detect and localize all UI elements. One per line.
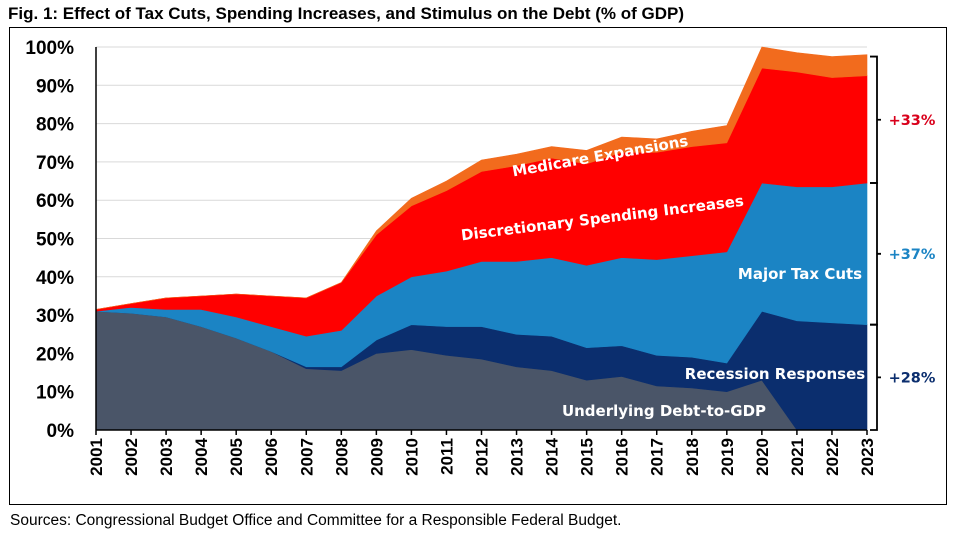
x-tick-label: 2009 bbox=[367, 438, 386, 476]
x-tick-label: 2004 bbox=[192, 437, 211, 475]
chart-source: Sources: Congressional Budget Office and… bbox=[10, 512, 622, 529]
y-tick-label: 80% bbox=[36, 115, 74, 136]
series-label-recession: Recession Responses bbox=[685, 365, 865, 383]
y-tick-label: 40% bbox=[36, 268, 74, 289]
y-tick-label: 0% bbox=[47, 421, 75, 442]
series-label-tax-cuts: Major Tax Cuts bbox=[738, 265, 862, 283]
x-tick-label: 2015 bbox=[578, 438, 597, 476]
x-tick-label: 2001 bbox=[87, 438, 106, 476]
x-tick-label: 2008 bbox=[332, 438, 351, 476]
x-tick-label: 2019 bbox=[718, 438, 737, 476]
y-tick-labels: 0% 10% 20% 30% 40% 50% 60% 70% 80% 90% 100% bbox=[25, 38, 74, 442]
x-tick-label: 2007 bbox=[297, 438, 316, 476]
x-tick-label: 2020 bbox=[753, 438, 772, 476]
x-tick-label: 2023 bbox=[858, 438, 877, 476]
bracket-3: +28% bbox=[870, 323, 936, 431]
x-tick-label: 2003 bbox=[157, 438, 176, 476]
area-medicare-expansions bbox=[95, 46, 868, 310]
chart-title: Fig. 1: Effect of Tax Cuts, Spending Inc… bbox=[8, 4, 684, 23]
y-tick-label: 60% bbox=[36, 191, 74, 212]
x-tick-label: 2002 bbox=[122, 438, 141, 476]
bracket-1: +33% bbox=[870, 55, 936, 184]
y-tick-label: 10% bbox=[36, 383, 74, 404]
x-tick-label: 2014 bbox=[543, 437, 562, 475]
bracket-line bbox=[870, 182, 881, 326]
x-tick-label: 2010 bbox=[402, 438, 421, 476]
bracket-label: +28% bbox=[889, 370, 936, 386]
bracket-line bbox=[870, 55, 881, 184]
bracket-label: +37% bbox=[889, 247, 936, 263]
x-tick-label: 2017 bbox=[648, 438, 667, 476]
y-tick-label: 30% bbox=[36, 306, 74, 327]
y-tick-label: 90% bbox=[36, 76, 74, 97]
y-tick-label: 70% bbox=[36, 153, 74, 174]
chart-frame bbox=[9, 27, 947, 505]
bracket-line bbox=[870, 323, 881, 431]
bracket-label: +33% bbox=[889, 113, 936, 129]
y-tick-label: 100% bbox=[25, 38, 74, 59]
series-areas bbox=[95, 46, 868, 431]
axes bbox=[95, 47, 868, 435]
x-tick-label: 2018 bbox=[683, 438, 702, 476]
x-tick-label: 2011 bbox=[437, 438, 456, 475]
x-tick-label: 2012 bbox=[473, 438, 492, 476]
x-tick-label: 2021 bbox=[788, 438, 807, 476]
brackets: +33% +37% +28% bbox=[870, 55, 936, 431]
x-tick-label: 2013 bbox=[508, 438, 527, 476]
x-tick-labels: 2001 2002 2003 2004 2005 2006 2007 2008 2009 2010… bbox=[87, 437, 877, 475]
x-tick-label: 2016 bbox=[613, 438, 632, 476]
x-tick-label: 2022 bbox=[823, 438, 842, 476]
y-tick-label: 20% bbox=[36, 344, 74, 365]
series-label-underlying: Underlying Debt-to-GDP bbox=[562, 402, 766, 420]
x-tick-label: 2006 bbox=[262, 438, 281, 476]
bracket-2: +37% bbox=[870, 182, 936, 326]
y-tick-label: 50% bbox=[36, 230, 74, 251]
x-tick-label: 2005 bbox=[227, 438, 246, 476]
